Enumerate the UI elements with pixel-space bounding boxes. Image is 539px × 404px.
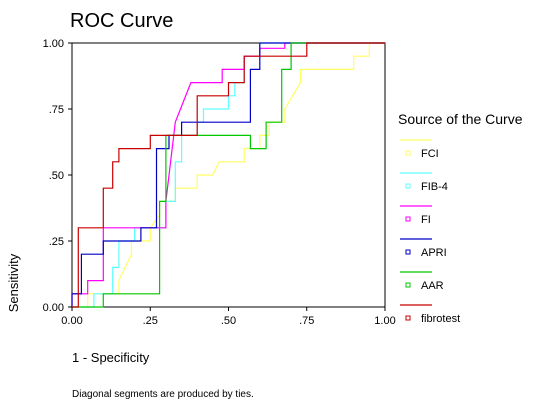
legend-marker <box>405 249 411 255</box>
legend-label: FI <box>421 214 431 226</box>
legend-label: APRI <box>421 247 447 259</box>
curve-fibrotest <box>72 42 385 308</box>
legend-label: fibrotest <box>421 313 460 325</box>
legend-label: AAR <box>421 280 444 292</box>
legend: FCI FIB-4 FI APRI AAR fibrotest <box>400 139 460 325</box>
legend-marker <box>405 183 411 189</box>
y-tick-label: 1.00 <box>43 38 64 50</box>
y-tick-label: .50 <box>49 170 64 182</box>
x-tick-label: .50 <box>221 315 236 327</box>
chart-title: ROC Curve <box>70 10 173 32</box>
legend-marker <box>405 216 411 222</box>
legend-title: Source of the Curve <box>398 111 523 127</box>
legend-label: FCI <box>421 148 439 160</box>
legend-marker <box>405 150 411 156</box>
x-axis-label: 1 - Specificity <box>72 350 150 365</box>
legend-marker <box>405 315 411 321</box>
curve-fci <box>72 42 385 308</box>
legend-marker <box>405 282 411 288</box>
roc-curves <box>71 42 385 308</box>
x-tick-label: 1.00 <box>374 315 395 327</box>
x-tick-label: .25 <box>143 315 158 327</box>
y-axis-label: Sensitivity <box>6 253 21 312</box>
footnote: Diagonal segments are produced by ties. <box>72 389 254 400</box>
y-tick-label: .25 <box>49 236 64 248</box>
curve-apri <box>71 42 385 307</box>
y-tick-label: .75 <box>49 104 64 116</box>
legend-label: FIB-4 <box>421 181 448 193</box>
x-tick-label: 0.00 <box>61 315 82 327</box>
curve-aar <box>72 42 385 308</box>
y-tick-label: 0.00 <box>43 302 64 314</box>
plot-area <box>71 42 386 308</box>
x-tick-label: .75 <box>299 315 314 327</box>
x-axis-ticks: 0.00 .25 .50 .75 1.00 <box>61 307 396 327</box>
y-axis-ticks: 0.00 .25 .50 .75 1.00 <box>43 38 72 314</box>
